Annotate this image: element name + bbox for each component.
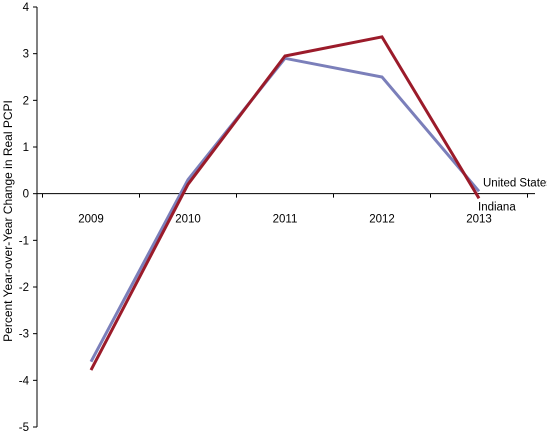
y-tick-label: -2 <box>19 282 29 294</box>
y-tick-label: 4 <box>23 2 30 14</box>
x-axis: 2009 2010 2011 2012 2013 <box>37 193 535 226</box>
y-tick-label: 3 <box>23 49 29 61</box>
x-tick-label: 2012 <box>369 214 395 226</box>
series-labels: United States Indiana <box>478 177 547 213</box>
y-tick-label: -1 <box>19 235 29 247</box>
series-line-indiana <box>89 35 481 371</box>
y-tick-label: -4 <box>19 375 30 387</box>
y-tick-label: -5 <box>19 422 29 433</box>
x-tick-label: 2009 <box>78 214 104 226</box>
x-tick-label: 2010 <box>175 214 201 226</box>
y-tick-label: 1 <box>23 142 29 154</box>
y-axis: 4 3 2 1 0 -1 -2 -3 -4 -5 <box>19 2 38 433</box>
y-tick-label: 2 <box>23 95 29 107</box>
y-tick-label: -3 <box>19 329 29 341</box>
series-lines <box>89 35 481 371</box>
series-label: Indiana <box>478 201 516 213</box>
x-tick-label: 2013 <box>466 214 492 226</box>
x-tick-label: 2011 <box>273 214 298 226</box>
y-axis-title: Percent Year-over-Year Change in Real PC… <box>1 100 15 342</box>
y-tick-label: 0 <box>23 189 29 201</box>
series-label: United States <box>483 177 547 189</box>
